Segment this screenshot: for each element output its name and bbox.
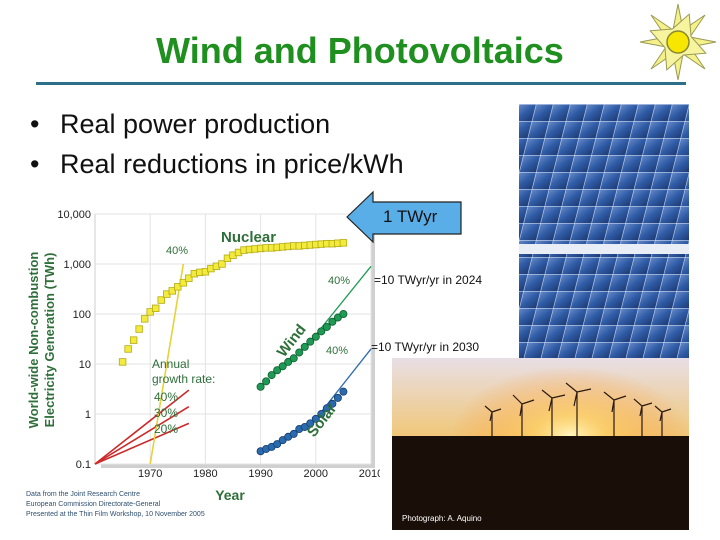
solar-panel-photo xyxy=(519,104,689,366)
sun-icon xyxy=(639,3,717,81)
y-axis-label-line2: Electricity Generation (TWh) xyxy=(42,253,57,428)
source-line-2: European Commission Directorate-General xyxy=(26,501,161,508)
nuclear-point xyxy=(135,325,143,333)
solar-point xyxy=(328,399,337,408)
bullet-glyph: • xyxy=(30,109,40,139)
callout-2030: =10 TWyr/yr in 2030 xyxy=(371,340,480,354)
bullet-list: • Real power production • Real reductions … xyxy=(30,104,404,184)
x-tick-label: 1990 xyxy=(248,468,272,480)
wind-point xyxy=(317,327,326,336)
nuclear-point xyxy=(157,296,165,304)
nuclear-point xyxy=(339,239,348,247)
y-tick-labels: 0.1 1 10 100 1,000 10,000 xyxy=(57,209,91,471)
nuclear-point xyxy=(174,283,182,291)
nuclear-point xyxy=(185,274,193,282)
y-tick-label: 1 xyxy=(85,409,91,421)
wind-farm-photo xyxy=(392,358,689,530)
grid-lines xyxy=(95,213,372,465)
solar-rate-label: 40% xyxy=(326,345,348,357)
nuclear-point xyxy=(218,260,226,268)
x-tick-label: 1980 xyxy=(193,468,217,480)
growth-rate-line xyxy=(94,389,190,465)
wind-point xyxy=(284,357,293,366)
solar-point xyxy=(317,409,326,418)
wind-point xyxy=(311,332,320,341)
source-line-3: Presented at the Thin Film Workshop, 10 … xyxy=(26,511,205,518)
wind-point xyxy=(339,310,348,319)
solar-point xyxy=(306,419,315,428)
twyr-label: 1 TWyr xyxy=(383,207,438,226)
nuclear-point xyxy=(179,279,188,287)
bullet-glyph: • xyxy=(30,149,40,179)
nuclear-point xyxy=(168,287,176,295)
wind-point xyxy=(328,317,337,326)
slide-title: Wind and Photovoltaics xyxy=(156,30,564,71)
growth-label-line2: growth rate: xyxy=(152,372,215,386)
plot-shadow xyxy=(101,464,375,468)
wind-rate-label: 40% xyxy=(328,275,350,287)
y-tick-label: 0.1 xyxy=(76,459,91,471)
nuclear-rate-label: 40% xyxy=(166,245,188,257)
solar-point xyxy=(322,404,331,413)
x-tick-label: 1970 xyxy=(138,468,162,480)
nuclear-point xyxy=(140,315,149,323)
bullet-item-price: • Real reductions in price/kWh xyxy=(30,144,404,184)
y-tick-label: 10,000 xyxy=(57,209,91,221)
wind-point xyxy=(267,371,276,380)
wind-point xyxy=(262,377,271,386)
y-tick-label: 1,000 xyxy=(63,259,91,271)
y-tick-label: 100 xyxy=(73,309,91,321)
solar-point xyxy=(273,440,282,449)
x-axis-label: Year xyxy=(215,487,245,503)
wind-point xyxy=(273,366,282,375)
bullet-item-power: • Real power production xyxy=(30,104,404,144)
twyr-arrow-icon xyxy=(346,190,462,244)
wind-point xyxy=(306,337,315,346)
wind-point xyxy=(295,348,304,357)
generation-chart: 0.1 1 10 100 1,000 10,000 1970 1980 1990 2000 201… xyxy=(26,209,380,518)
series-label-nuclear: Nuclear xyxy=(221,229,276,246)
solar-point xyxy=(311,414,320,423)
y-tick-label: 10 xyxy=(79,359,91,371)
wind-point xyxy=(333,313,342,322)
source-line-1: Data from the Joint Research Centre xyxy=(26,491,140,498)
nuclear-rate-line xyxy=(149,263,185,465)
growth-rate-line xyxy=(94,406,190,465)
solar-point xyxy=(300,422,309,431)
photo-credit: Photograph: A. Aquino xyxy=(402,514,482,523)
y-axis-label-line1: World-wide Non-combustion xyxy=(26,252,41,429)
title-underline xyxy=(36,82,686,85)
solar-point xyxy=(333,393,342,402)
x-tick-label: 2000 xyxy=(304,468,328,480)
growth-label-line1: Annual xyxy=(152,357,189,371)
solar-point xyxy=(339,387,348,396)
growth-rate-line xyxy=(94,422,190,465)
wind-point xyxy=(256,382,265,391)
growth-rate-lines xyxy=(94,389,190,465)
nuclear-point xyxy=(124,345,132,353)
growth-rate-30: 30% xyxy=(154,406,178,420)
nuclear-point xyxy=(129,336,138,344)
callout-2024: =10 TWyr/yr in 2024 xyxy=(374,273,483,287)
wind-point xyxy=(322,322,331,331)
wind-point xyxy=(300,342,309,351)
series-marks xyxy=(118,239,348,456)
solar-point xyxy=(289,429,298,438)
growth-rate-40: 40% xyxy=(154,390,178,404)
nuclear-point xyxy=(118,358,127,366)
x-tick-labels: 1970 1980 1990 2000 2010 xyxy=(138,468,380,480)
wind-point xyxy=(278,362,287,371)
x-tick-label: 2010 xyxy=(359,468,380,480)
wind-point xyxy=(289,354,298,363)
bullet-text: Real reductions in price/kWh xyxy=(60,149,404,179)
bullet-text: Real power production xyxy=(60,109,331,139)
growth-rate-20: 20% xyxy=(154,422,178,436)
plot-shadow xyxy=(371,220,375,468)
nuclear-point xyxy=(152,304,160,313)
